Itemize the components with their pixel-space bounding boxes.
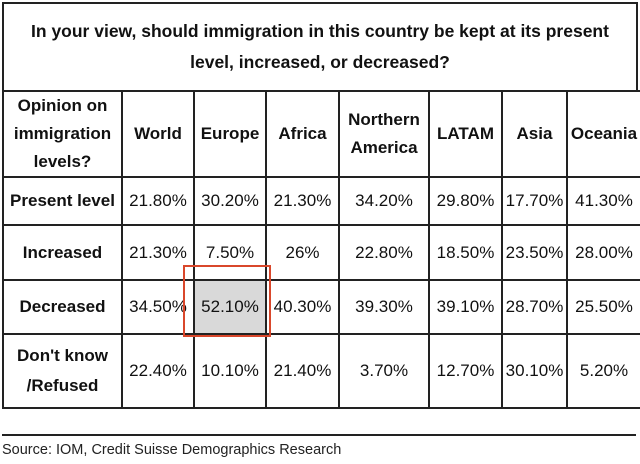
table-cell: 30.20% <box>193 176 267 226</box>
table-cell: 30.10% <box>501 333 568 409</box>
table-cell: 39.30% <box>338 279 430 335</box>
table-row: Present level 21.80% 30.20% 21.30% 34.20% 29.… <box>2 176 640 226</box>
table-cell: 25.50% <box>566 279 640 335</box>
table-row: Don't know /Refused 22.40% 10.10% 21.40% 3.7… <box>2 333 640 409</box>
table-cell: 5.20% <box>566 333 640 409</box>
table-cell: 40.30% <box>265 279 340 335</box>
table-cell: 21.30% <box>121 224 195 281</box>
table-cell: 26% <box>265 224 340 281</box>
table-cell: 12.70% <box>428 333 503 409</box>
table-cell: 28.70% <box>501 279 568 335</box>
row-header: Decreased <box>2 279 123 335</box>
column-header: Africa <box>265 90 340 178</box>
row-header: Increased <box>2 224 123 281</box>
table-cell: 34.20% <box>338 176 430 226</box>
table-cell: 21.40% <box>265 333 340 409</box>
table-container: In your view, should immigration in this… <box>2 2 640 409</box>
data-table: Opinion on immigration levels? World Europ… <box>2 90 640 409</box>
table-cell: 17.70% <box>501 176 568 226</box>
table-cell: 29.80% <box>428 176 503 226</box>
table-title: In your view, should immigration in this… <box>2 2 638 90</box>
column-header: Europe <box>193 90 267 178</box>
table-cell: 7.50% <box>193 224 267 281</box>
table-cell: 3.70% <box>338 333 430 409</box>
source-note: Source: IOM, Credit Suisse Demographics … <box>2 442 342 458</box>
table-row: Increased 21.30% 7.50% 26% 22.80% 18.50% 23.50… <box>2 224 640 281</box>
row-header: Don't know /Refused <box>2 333 123 409</box>
row-header: Present level <box>2 176 123 226</box>
header-row: Opinion on immigration levels? World Europ… <box>2 90 640 178</box>
table-cell: 52.10% <box>193 279 267 335</box>
table-cell: 34.50% <box>121 279 195 335</box>
table-cell: 10.10% <box>193 333 267 409</box>
corner-header: Opinion on immigration levels? <box>2 90 123 178</box>
column-header: LATAM <box>428 90 503 178</box>
table-cell: 23.50% <box>501 224 568 281</box>
column-header: Oceania <box>566 90 640 178</box>
table-cell: 39.10% <box>428 279 503 335</box>
table-cell: 18.50% <box>428 224 503 281</box>
column-header: Asia <box>501 90 568 178</box>
highlight-box <box>183 265 271 337</box>
table-row: Decreased 34.50% 52.10% 40.30% 39.30% 39.10% 2… <box>2 279 640 335</box>
divider <box>2 434 636 436</box>
table-cell: 28.00% <box>566 224 640 281</box>
table-cell: 21.30% <box>265 176 340 226</box>
table-cell: 22.80% <box>338 224 430 281</box>
column-header: World <box>121 90 195 178</box>
table-cell: 41.30% <box>566 176 640 226</box>
table-cell: 22.40% <box>121 333 195 409</box>
column-header: Northern America <box>338 90 430 178</box>
table-cell: 21.80% <box>121 176 195 226</box>
